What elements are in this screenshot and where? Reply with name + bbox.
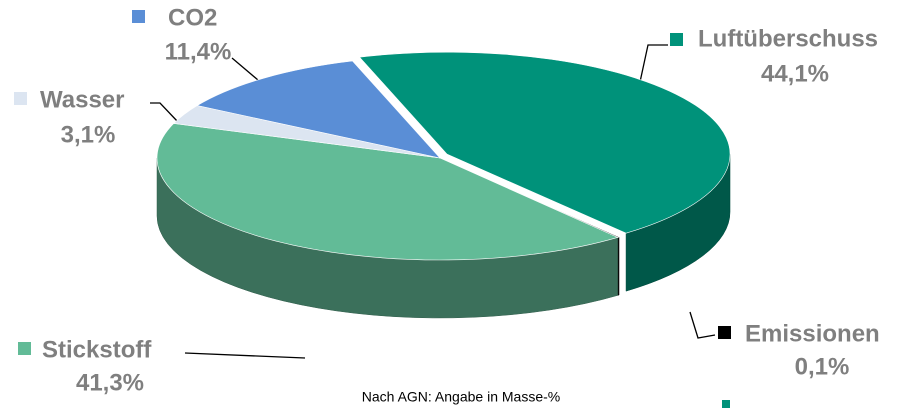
caption: Nach AGN: Angabe in Masse-% bbox=[362, 389, 560, 405]
data-label: 3,1% bbox=[61, 121, 116, 148]
pie-tops bbox=[156, 51, 731, 261]
data-label: 44,1% bbox=[761, 60, 829, 87]
slice bbox=[358, 51, 731, 234]
leader-line bbox=[639, 44, 668, 83]
data-label: 0,1% bbox=[795, 353, 850, 380]
leader-line bbox=[689, 311, 716, 339]
legend-label: Luftüberschuss bbox=[698, 25, 878, 52]
legend-swatch bbox=[132, 10, 145, 23]
leader-lines bbox=[150, 44, 716, 359]
slice bbox=[196, 60, 441, 159]
legend-label: CO2 bbox=[168, 4, 217, 31]
legend-swatch bbox=[718, 326, 731, 339]
legend-swatch bbox=[14, 92, 27, 105]
data-label: 11,4% bbox=[165, 38, 232, 65]
legend-swatch bbox=[18, 342, 31, 355]
legend-label: Wasser bbox=[40, 86, 125, 113]
decoration bbox=[722, 400, 730, 408]
slice bbox=[156, 123, 619, 261]
legend-label: Stickstoff bbox=[42, 336, 152, 363]
leader-line bbox=[184, 352, 306, 359]
leader-line bbox=[150, 102, 179, 123]
legend-swatch bbox=[670, 33, 683, 46]
legend-label: Emissionen bbox=[745, 320, 880, 347]
data-label: 41,3% bbox=[76, 369, 144, 396]
leader-line bbox=[231, 57, 259, 81]
